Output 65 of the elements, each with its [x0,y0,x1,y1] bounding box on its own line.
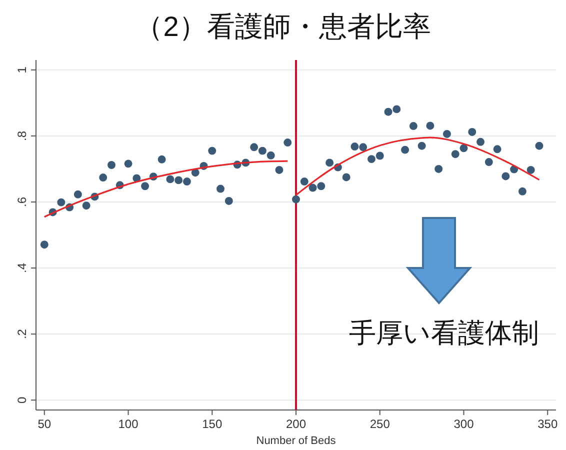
point [258,146,266,155]
point [216,184,225,193]
point [300,178,308,186]
x-tick-label: 50 [38,417,52,431]
point [158,155,166,164]
point [468,128,476,136]
point [460,144,468,152]
point [476,138,485,146]
point [124,160,132,168]
y-tick-label: .4 [15,262,29,274]
annotation: 手厚い看護体制 [349,318,539,348]
point [82,202,90,210]
point [250,143,258,152]
point [141,182,150,190]
point [401,146,410,154]
point [350,142,359,150]
point [442,130,451,138]
point [284,138,292,147]
point [40,240,48,249]
point [292,195,300,204]
point [342,173,350,182]
point [426,122,434,130]
point [166,175,174,184]
point [326,158,334,167]
point [99,174,108,182]
point [308,184,317,192]
point [74,190,82,198]
point [359,143,368,152]
x-tick-label: 100 [118,417,139,431]
line-series [44,160,288,218]
point [493,145,502,154]
point [384,108,392,116]
point [376,152,384,160]
x-tick-label: 200 [286,417,306,431]
x-tick-label: 300 [454,417,474,431]
y-tick-label: .6 [15,196,29,207]
point [392,105,401,114]
y-tick-label: 1 [15,66,29,74]
point [275,166,284,174]
point [224,197,233,205]
point [484,158,493,166]
x-tick-label: 250 [370,417,390,431]
point [418,142,426,150]
point [434,164,443,173]
point [526,166,535,174]
point [208,146,216,155]
point [451,150,460,158]
point [518,187,526,196]
x-tick-label: 350 [538,417,558,431]
y-tick-label: 0 [15,396,29,404]
y-tick-label: .2 [15,328,29,340]
point [107,161,116,169]
point [535,142,544,150]
point [409,122,418,130]
point [182,178,191,186]
x-tick-label: 150 [202,417,222,431]
y-tick-label: .8 [15,130,29,141]
chart-title: （2）看護師・患者比率 [135,11,431,42]
x-axis-title: Number of Beds [256,435,336,447]
point [367,155,376,164]
point [502,172,510,180]
point [266,151,275,160]
point [317,182,326,190]
point [57,198,66,206]
point [174,176,183,184]
